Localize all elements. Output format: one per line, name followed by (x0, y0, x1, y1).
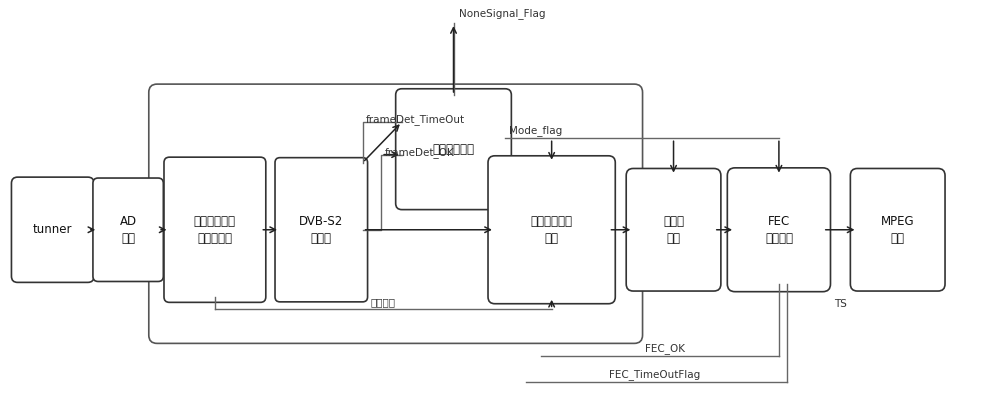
Text: tunner: tunner (33, 223, 72, 236)
FancyBboxPatch shape (275, 158, 368, 302)
FancyBboxPatch shape (164, 157, 266, 302)
Text: FEC_TimeOutFlag: FEC_TimeOutFlag (609, 369, 701, 379)
Text: DVB-S2
帧检测: DVB-S2 帧检测 (299, 215, 343, 245)
FancyBboxPatch shape (850, 169, 945, 291)
Text: AD
采样: AD 采样 (120, 215, 137, 245)
Text: FEC_OK: FEC_OK (645, 343, 685, 354)
FancyBboxPatch shape (93, 178, 163, 281)
FancyBboxPatch shape (727, 168, 830, 292)
FancyBboxPatch shape (488, 156, 615, 304)
Text: 载波相位恢复
模块: 载波相位恢复 模块 (531, 215, 573, 245)
Text: Mode_flag: Mode_flag (509, 125, 563, 136)
FancyBboxPatch shape (11, 177, 94, 282)
Text: 同步模块: 同步模块 (371, 297, 396, 307)
FancyBboxPatch shape (396, 89, 511, 210)
Text: 均衡器
模块: 均衡器 模块 (663, 215, 684, 245)
Text: FEC
译码模块: FEC 译码模块 (765, 215, 793, 245)
Text: frameDet_OK: frameDet_OK (384, 147, 454, 158)
Text: TS: TS (834, 300, 847, 309)
Text: NoneSignal_Flag: NoneSignal_Flag (459, 8, 545, 19)
Text: frameDet_TimeOut: frameDet_TimeOut (366, 114, 465, 125)
Text: 模式控制模块: 模式控制模块 (433, 143, 475, 156)
Text: 定时恢复及速
率转换模块: 定时恢复及速 率转换模块 (194, 215, 236, 245)
FancyBboxPatch shape (626, 169, 721, 291)
Text: MPEG
解码: MPEG 解码 (881, 215, 915, 245)
